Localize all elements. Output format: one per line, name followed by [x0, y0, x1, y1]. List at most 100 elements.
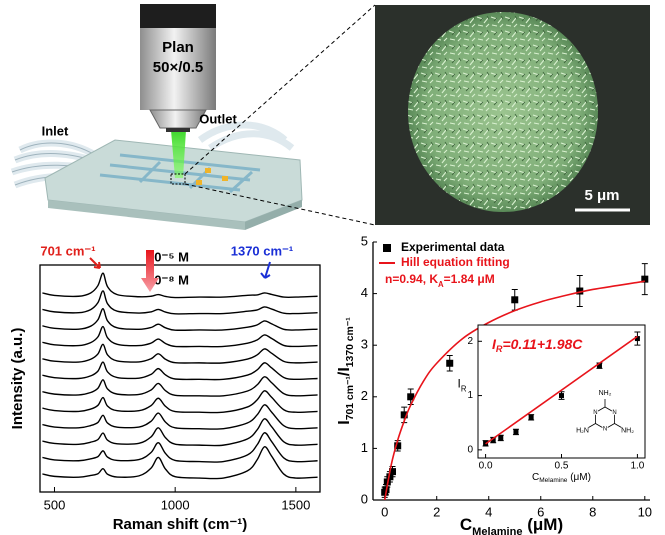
data-point [528, 414, 534, 420]
x-tick-label: 1500 [281, 497, 310, 512]
x-axis-label: CMelamine (μM) [532, 472, 591, 485]
data-point [490, 437, 496, 443]
x-axis-label: CMelamine (μM) [460, 515, 563, 535]
zoom-line [184, 183, 376, 226]
structure-label: N [593, 410, 597, 416]
annotation: 701 cm⁻¹ [40, 243, 95, 258]
arrow [89, 257, 101, 269]
legend-label: Hill equation fitting [401, 255, 510, 269]
spectrum [42, 418, 318, 447]
data-point [389, 468, 397, 476]
annotation-part: C [572, 336, 583, 352]
x-tick-label: 1000 [161, 497, 190, 512]
arrow [141, 250, 159, 292]
data-point [498, 435, 504, 441]
x-axis-label-part: (μM) [567, 472, 591, 483]
y-tick-label: 0 [361, 491, 368, 506]
y-tick-label: 2 [361, 388, 368, 403]
y-tick-label: 1 [467, 390, 473, 401]
annotation: 10⁻⁸ M [147, 272, 189, 287]
data-point [394, 442, 402, 450]
objective-lens [166, 128, 190, 132]
sem-image: 5 μm [375, 5, 650, 225]
y-axis-label-part: I [458, 377, 461, 391]
bond [614, 423, 622, 428]
sem-texture [408, 12, 598, 212]
y-axis-label-part: I [336, 420, 353, 424]
annotation: 1370 cm⁻¹ [231, 243, 294, 258]
gold [196, 180, 202, 185]
scale-bar-label: 5 μm [584, 187, 619, 204]
y-tick-label: 0 [467, 444, 473, 455]
y-tick-label: 3 [361, 337, 368, 352]
x-axis-label-part: (μM) [523, 515, 564, 534]
spectrum [42, 361, 318, 381]
chip-side [48, 200, 245, 230]
ring [595, 406, 615, 430]
spectrum [42, 290, 318, 315]
annotation-part: I [492, 336, 497, 352]
structure-label: N [612, 410, 616, 416]
data-point [513, 429, 519, 435]
y-axis-label: Intensity (a.u.) [9, 328, 26, 430]
spectrum [42, 325, 318, 348]
x-tick-label: 0 [381, 504, 388, 519]
objective-label: 50×/0.5 [153, 59, 203, 76]
legend-label: Experimental data [401, 240, 505, 254]
data-point [407, 393, 415, 401]
data-point [641, 275, 649, 283]
data-point [596, 363, 602, 369]
x-tick-label: 10 [638, 504, 652, 519]
fit-line [383, 280, 645, 501]
annotation: n=0.94, KA=1.84 μM [385, 272, 495, 288]
x-tick-label: 2 [433, 504, 440, 519]
x-axis-label: Raman shift (cm⁻¹) [113, 516, 248, 533]
data-point [446, 359, 454, 367]
annotation-part: =1.84 μM [444, 272, 495, 286]
bond [588, 423, 596, 428]
annotation: 10⁻⁵ M [147, 249, 189, 264]
laser-beam [171, 130, 186, 178]
annotation: IR=0.11+1.98C [492, 336, 583, 355]
x-axis-label-part: Melamine [539, 477, 568, 484]
spectrum [42, 390, 318, 414]
y-axis-label-part: 1370 cm⁻¹ [344, 317, 356, 368]
x-tick-label: 0.0 [479, 461, 493, 472]
gold [205, 168, 211, 173]
data-point [511, 296, 519, 304]
x-axis-label-part: C [460, 515, 472, 534]
arrow [260, 261, 271, 279]
y-axis-label-part: 701 cm⁻¹ [344, 376, 356, 421]
x-axis-label-part: C [532, 472, 539, 483]
tubing [197, 121, 295, 151]
zoom-box [170, 173, 186, 185]
objective-nose [149, 109, 207, 129]
spectrum [42, 432, 318, 463]
objective-label: Plan [162, 39, 194, 56]
spectrum [42, 376, 318, 397]
x-tick-label: 0.5 [555, 461, 569, 472]
y-tick-label: 5 [361, 233, 368, 248]
structure-label: N [603, 427, 607, 433]
structure-label: NH₂ [599, 390, 612, 397]
data-point [576, 287, 584, 295]
zoom-line [184, 4, 376, 175]
x-tick-label: 6 [537, 504, 544, 519]
schematic: Plan 50×/0.5 Inlet Outlet [10, 4, 376, 230]
legend-marker [383, 244, 391, 252]
y-axis-label: I701 cm⁻¹/I1370 cm⁻¹ [336, 317, 356, 425]
gold [222, 176, 228, 181]
inlet-label: Inlet [42, 123, 69, 138]
spectrum [42, 343, 318, 364]
annotation-part: R [496, 344, 503, 354]
x-tick-label: 500 [44, 497, 66, 512]
data-point [400, 411, 408, 419]
data-point [559, 393, 564, 399]
spectrum [42, 272, 318, 299]
y-tick-label: 2 [467, 336, 473, 347]
plot-frame [39, 264, 321, 493]
spectrum [42, 404, 318, 430]
y-axis-label: IR [458, 377, 467, 393]
structure-label: H₂N [576, 427, 589, 434]
